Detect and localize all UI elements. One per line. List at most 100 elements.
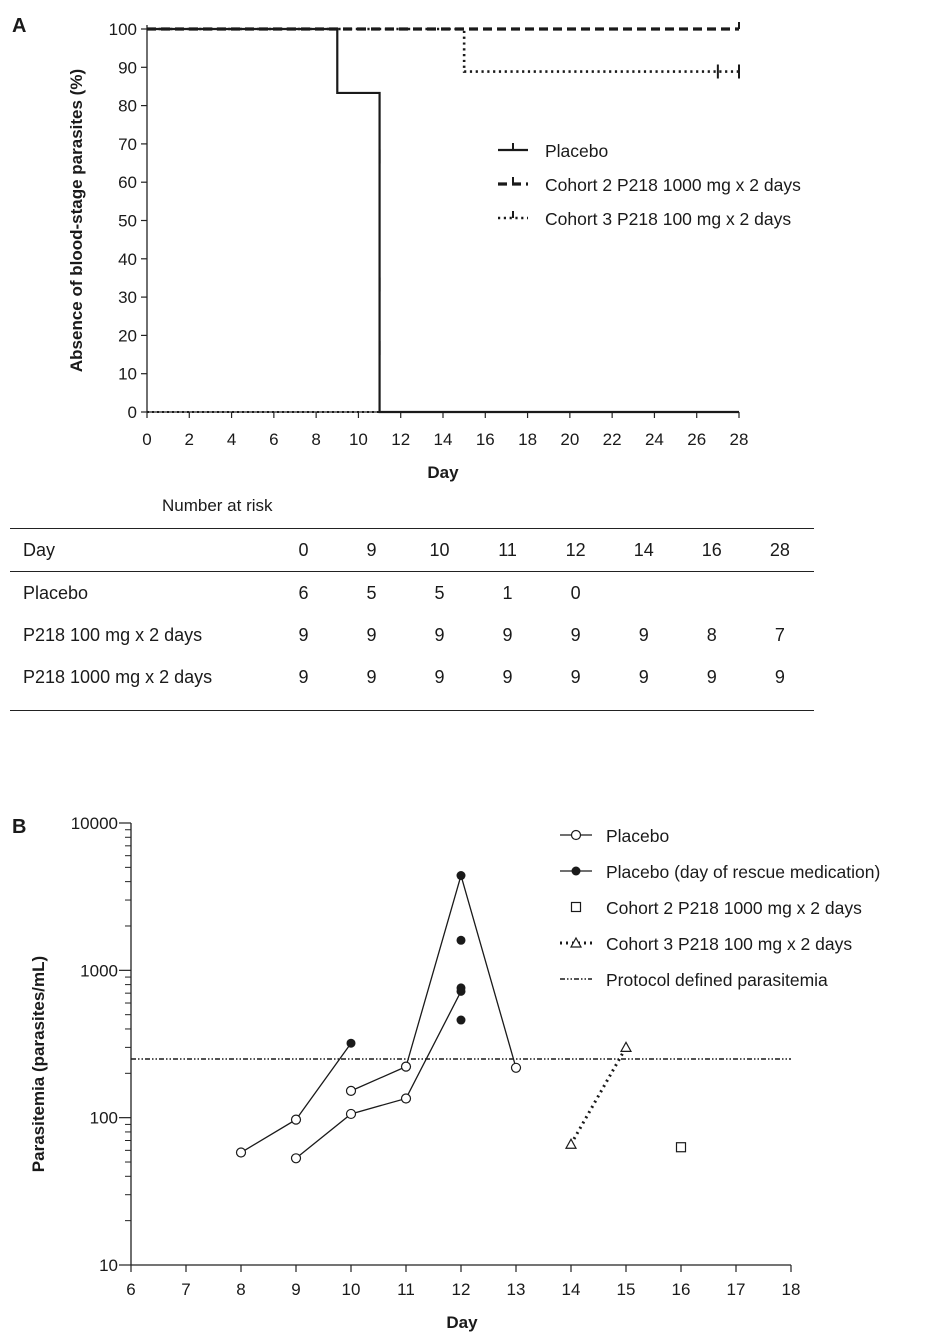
risk-table-caption: Number at risk — [162, 496, 273, 515]
y-tick-label: 100 — [90, 1109, 118, 1128]
y-tick-label: 90 — [118, 58, 137, 77]
risk-table: Day 0 9 10 11 12 14 16 28 Placebo 6 5 5 … — [10, 528, 814, 711]
risk-cell: 7 — [774, 624, 785, 645]
x-tick-label: 13 — [507, 1280, 526, 1299]
placebo-point — [510, 1062, 522, 1073]
x-tick-label: 0 — [142, 430, 151, 449]
risk-cell: 5 — [434, 582, 445, 603]
risk-header-cell: 28 — [769, 539, 790, 560]
x-tick-label: 12 — [452, 1280, 471, 1299]
risk-header-day: Day — [23, 539, 56, 560]
y-tick-label: 40 — [118, 250, 137, 269]
legend-marker — [570, 829, 582, 841]
placebo-point — [345, 1085, 357, 1096]
cohort3-point — [564, 1138, 578, 1149]
y-axis-title: Parasitemia (parasites/mL) — [29, 956, 48, 1172]
x-tick-label: 20 — [560, 430, 579, 449]
y-tick-label: 60 — [118, 173, 137, 192]
risk-cell: 1 — [502, 582, 513, 603]
y-axis-title: Absence of blood-stage parasites (%) — [67, 69, 86, 372]
risk-header-cell: 9 — [366, 539, 377, 560]
y-tick-label: 80 — [118, 97, 137, 116]
risk-cell: 9 — [298, 666, 309, 687]
x-tick-label: 10 — [342, 1280, 361, 1299]
risk-cell — [678, 572, 746, 615]
risk-cell — [610, 572, 678, 615]
risk-cell: 0 — [570, 582, 581, 603]
legend-label: Cohort 2 P218 1000 mg x 2 days — [545, 175, 801, 195]
cohort3-line — [569, 1046, 628, 1145]
placebo-line — [295, 991, 462, 1159]
risk-row-label: Placebo — [23, 582, 89, 603]
risk-cell: 9 — [366, 624, 377, 645]
x-tick-label: 11 — [397, 1280, 415, 1299]
legend-label: Placebo — [545, 141, 608, 161]
x-tick-label: 6 — [269, 430, 278, 449]
risk-cell: 6 — [298, 582, 309, 603]
x-tick-label: 7 — [181, 1280, 190, 1299]
cohort3-point — [619, 1041, 633, 1052]
x-tick-label: 26 — [687, 430, 706, 449]
y-tick-label: 70 — [118, 135, 137, 154]
panel-b-letter: B — [12, 816, 26, 838]
risk-header-cell: 10 — [429, 539, 450, 560]
risk-header-cell: 12 — [565, 539, 586, 560]
risk-row-100mg: P218 100 mg x 2 days 9 9 9 9 9 9 8 7 — [10, 614, 814, 656]
risk-cell: 9 — [638, 666, 649, 687]
x-tick-label: 22 — [603, 430, 622, 449]
y-tick-label: 10 — [118, 365, 137, 384]
placebo-point — [400, 1061, 412, 1072]
risk-header-cell: 16 — [701, 539, 722, 560]
x-tick-label: 2 — [185, 430, 194, 449]
legend-label: Placebo (day of rescue medication) — [606, 862, 880, 882]
rescue-point — [456, 986, 466, 996]
risk-header-cell: 0 — [298, 539, 309, 560]
risk-cell: 9 — [570, 624, 581, 645]
chart-b: B 10 100 1000 10000 6 7 8 9 10 11 12 13 14 15 16 17 18 Day… — [12, 814, 880, 1332]
x-tick-label: 16 — [476, 430, 495, 449]
rescue-point — [456, 1015, 466, 1025]
risk-cell: 9 — [434, 666, 445, 687]
y-tick-label: 30 — [118, 288, 137, 307]
placebo-point — [400, 1093, 412, 1104]
legend-label: Cohort 2 P218 1000 mg x 2 days — [606, 898, 862, 918]
risk-cell: 9 — [298, 624, 309, 645]
y-tick-label: 50 — [118, 212, 137, 231]
y-tick-label: 1000 — [80, 961, 118, 980]
x-tick-label: 8 — [236, 1280, 245, 1299]
placebo-point — [290, 1153, 302, 1164]
y-tick-label: 10000 — [71, 814, 118, 833]
x-tick-label: 18 — [782, 1280, 801, 1299]
risk-cell: 9 — [502, 624, 513, 645]
placebo-point — [235, 1147, 247, 1158]
x-tick-label: 14 — [562, 1280, 581, 1299]
x-tick-label: 10 — [349, 430, 368, 449]
x-tick-label: 17 — [727, 1280, 746, 1299]
risk-cell: 5 — [366, 582, 377, 603]
x-tick-label: 16 — [672, 1280, 691, 1299]
x-tick-label: 9 — [291, 1280, 300, 1299]
placebo-line — [350, 873, 517, 1092]
risk-row-1000mg: P218 1000 mg x 2 days 9 9 9 9 9 9 9 9 — [10, 656, 814, 711]
risk-cell: 9 — [502, 666, 513, 687]
legend-marker — [569, 936, 583, 948]
risk-cell: 9 — [434, 624, 445, 645]
x-tick-label: 12 — [391, 430, 410, 449]
y-tick-label: 100 — [109, 20, 137, 39]
rescue-point — [346, 1038, 356, 1048]
risk-table-header-row: Day 0 9 10 11 12 14 16 28 — [10, 528, 814, 572]
rescue-point — [456, 871, 466, 881]
x-tick-label: 24 — [645, 430, 664, 449]
risk-cell: 9 — [706, 666, 717, 687]
risk-cell: 9 — [570, 666, 581, 687]
risk-row-placebo: Placebo 6 5 5 1 0 — [10, 572, 814, 615]
legend-marker — [570, 901, 582, 913]
risk-cell: 8 — [706, 624, 717, 645]
x-tick-label: 14 — [434, 430, 453, 449]
y-tick-label: 20 — [118, 326, 137, 345]
legend-label: Cohort 3 P218 100 mg x 2 days — [545, 209, 791, 229]
x-tick-label: 18 — [518, 430, 537, 449]
risk-cell: 9 — [638, 624, 649, 645]
panel-a-letter: A — [12, 15, 26, 37]
